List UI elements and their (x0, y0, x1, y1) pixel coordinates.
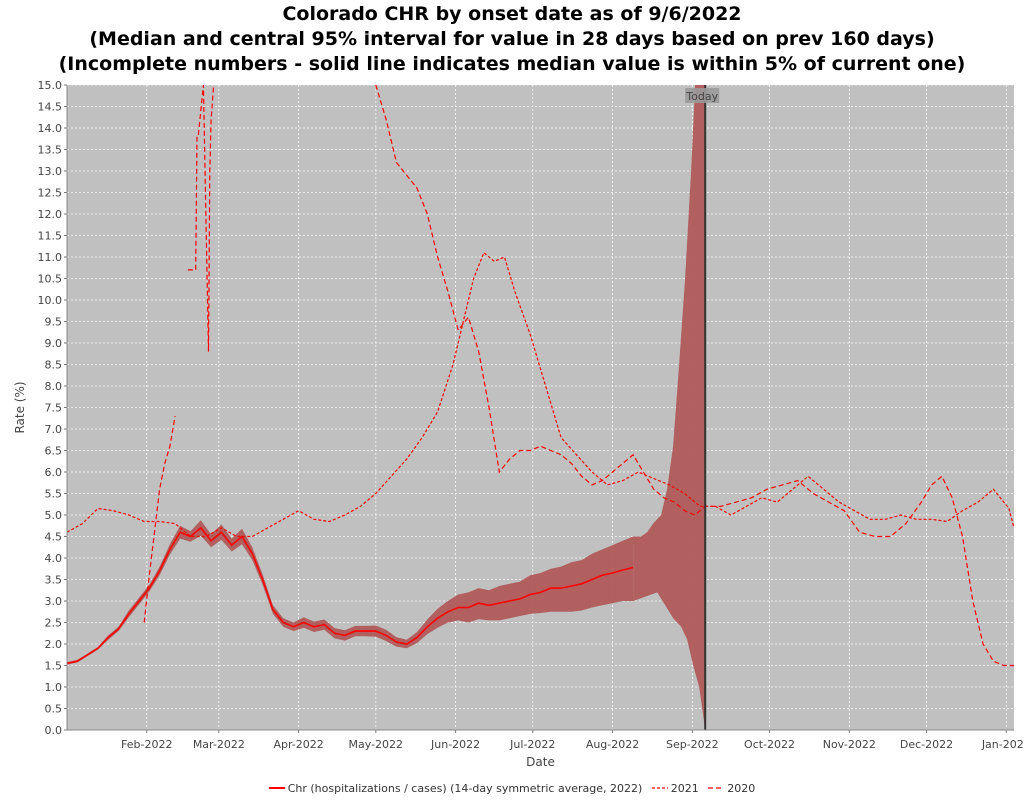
y-tick-label: 14.0 (38, 122, 63, 135)
y-tick-label: 10.5 (38, 273, 63, 286)
chart-title-line-3: (Incomplete numbers - solid line indicat… (58, 53, 966, 75)
y-axis-title: Rate (%) (13, 381, 27, 433)
y-tick-label: 12.5 (38, 187, 63, 200)
y-tick-label: 15.0 (38, 79, 63, 92)
x-tick-label: Aug-2022 (586, 738, 639, 751)
y-tick-label: 1.5 (45, 660, 63, 673)
interval-band-forecast (633, 85, 706, 730)
y-tick-label: 11.0 (38, 251, 63, 264)
y-tick-label: 8.5 (45, 359, 63, 372)
y-tick-label: 9.0 (45, 337, 63, 350)
y-tick-label: 12.0 (38, 208, 63, 221)
today-label-bg (685, 88, 720, 103)
today-label: Today (685, 90, 718, 103)
x-tick-label: Mar-2022 (193, 738, 245, 751)
x-tick-label: Jul-2022 (509, 738, 555, 751)
legend: Chr (hospitalizations / cases) (14-day s… (0, 781, 1024, 795)
legend-item-2022: Chr (hospitalizations / cases) (14-day s… (268, 781, 643, 795)
x-tick-label: Sep-2022 (666, 738, 719, 751)
chart-title-line-2: (Median and central 95% interval for val… (89, 28, 935, 50)
legend-swatch-dashed-icon (708, 787, 725, 789)
interval-band-historical (67, 520, 634, 665)
y-tick-label: 6.5 (45, 445, 63, 458)
y-tick-label: 13.0 (38, 165, 63, 178)
y-tick-label: 1.0 (45, 681, 63, 694)
y-tick-label: 11.5 (38, 230, 63, 243)
y-tick-label: 13.5 (38, 144, 63, 157)
y-tick-label: 4.5 (45, 531, 63, 544)
x-tick-label: May-2022 (349, 738, 404, 751)
legend-label-2022: Chr (hospitalizations / cases) (14-day s… (287, 781, 643, 795)
series-line-2020-segment-1 (143, 415, 176, 623)
legend-label-2021: 2021 (670, 781, 699, 795)
x-tick-label: Feb-2022 (121, 738, 172, 751)
legend-item-2021: 2021 (651, 781, 699, 795)
y-tick-label: 7.5 (45, 402, 63, 415)
x-tick-label: Jan-2023 (981, 738, 1024, 751)
legend-label-2020: 2020 (727, 781, 756, 795)
series-line-2020-segment-3 (375, 84, 1014, 667)
today-marker: Today (685, 85, 720, 730)
y-tick-label: 4.0 (45, 552, 63, 565)
x-tick-label: Dec-2022 (900, 738, 953, 751)
chart-title-line-1: Colorado CHR by onset date as of 9/6/202… (282, 3, 742, 25)
y-tick-label: 10.0 (38, 294, 63, 307)
axes: 0.0 0.5 1.0 1.5 2.0 2.5 3.0 3.5 4.0 4.5 5.0 5.5 6.0 6… (38, 79, 1024, 751)
interval-band (67, 85, 706, 730)
x-tick-label: Nov-2022 (823, 738, 876, 751)
y-tick-label: 2.5 (45, 617, 63, 630)
series-lines (66, 84, 1015, 667)
legend-swatch-solid-icon (268, 787, 285, 789)
chart-title: Colorado CHR by onset date as of 9/6/202… (0, 2, 1024, 77)
y-tick-label: 5.0 (45, 509, 63, 522)
y-tick-label: 7.0 (45, 423, 63, 436)
y-tick-label: 0.5 (45, 703, 63, 716)
y-tick-label: 2.0 (45, 638, 63, 651)
y-tick-label: 3.5 (45, 574, 63, 587)
grid-lines (67, 84, 1014, 731)
y-tick-label: 8.0 (45, 380, 63, 393)
y-tick-label: 0.0 (45, 724, 63, 737)
series-line-2022 (66, 526, 634, 665)
series-line-2021 (66, 251, 1015, 538)
y-tick-label: 9.5 (45, 316, 63, 329)
x-axis-title: Date (526, 755, 555, 769)
x-tick-label: Apr-2022 (273, 738, 323, 751)
y-tick-label: 14.5 (38, 101, 63, 114)
y-tick-label: 3.0 (45, 595, 63, 608)
x-tick-label: Oct-2022 (744, 738, 795, 751)
x-tick-label: Jun-2022 (430, 738, 480, 751)
legend-item-2020: 2020 (708, 782, 755, 795)
y-tick-label: 6.0 (45, 466, 63, 479)
y-tick-label: 5.5 (45, 488, 63, 501)
series-line-2020-segment-2 (187, 84, 215, 352)
legend-swatch-dashed-icon (651, 787, 668, 789)
